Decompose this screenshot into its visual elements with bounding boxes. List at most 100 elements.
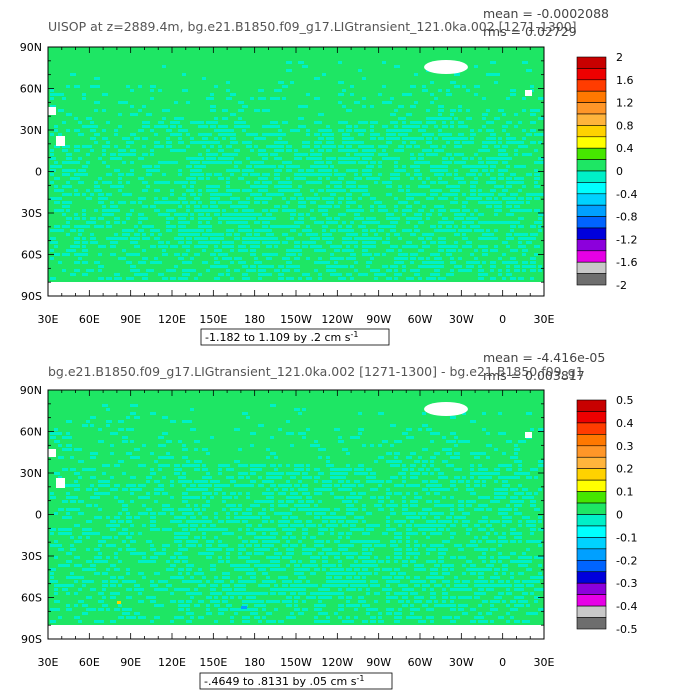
field-speckle-cell <box>474 93 478 96</box>
field-speckle-cell <box>218 129 222 132</box>
field-speckle-cell <box>474 580 478 583</box>
field-speckle-cell <box>94 620 98 623</box>
field-speckle-cell <box>442 117 448 120</box>
field-speckle-cell <box>146 596 150 599</box>
field-speckle-cell <box>266 476 272 479</box>
field-speckle-cell <box>462 165 468 168</box>
colorbar-swatch <box>576 182 607 195</box>
field-speckle-cell <box>314 221 318 224</box>
field-speckle-cell <box>250 253 256 256</box>
field-speckle-cell <box>66 225 70 228</box>
field-speckle-cell <box>54 432 60 435</box>
field-speckle-cell <box>222 544 228 547</box>
field-speckle-cell <box>322 556 328 559</box>
field-speckle-cell <box>434 544 440 547</box>
field-speckle-cell <box>502 532 506 535</box>
field-speckle-cell <box>278 141 282 144</box>
field-speckle-cell <box>522 61 528 64</box>
field-speckle-cell <box>310 241 316 244</box>
field-speckle-cell <box>354 241 358 244</box>
field-speckle-cell <box>90 588 96 591</box>
field-speckle-cell <box>74 241 80 244</box>
field-speckle-cell <box>206 141 212 144</box>
field-speckle-cell <box>190 169 194 172</box>
field-speckle-cell <box>78 540 82 543</box>
field-speckle-cell <box>66 532 72 535</box>
field-speckle-cell <box>426 576 432 579</box>
field-speckle-cell <box>294 600 298 603</box>
field-speckle-cell <box>78 576 84 579</box>
field-speckle-cell <box>454 544 458 547</box>
field-speckle-cell <box>418 177 422 180</box>
panel-2-x-axis: 30E 60E 90E 120E 150E 180 150W 120W 90W 60W 30W 0 30… <box>38 390 555 669</box>
field-speckle-cell <box>386 592 390 595</box>
field-speckle-cell <box>206 233 212 236</box>
colorbar-label: 0.3 <box>616 440 634 453</box>
field-speckle-cell <box>246 213 252 216</box>
field-speckle-cell <box>286 169 292 172</box>
field-speckle-cell <box>182 456 188 459</box>
panel-1-land-greenland <box>424 60 468 74</box>
field-speckle-cell <box>526 201 530 204</box>
colorbar-label: 0.8 <box>616 119 634 132</box>
field-speckle-cell <box>298 157 302 160</box>
field-speckle-cell <box>438 552 442 555</box>
field-speckle-cell <box>218 201 222 204</box>
field-speckle-cell <box>438 109 444 112</box>
field-speckle-cell <box>318 528 322 531</box>
field-speckle-cell <box>346 596 352 599</box>
field-speckle-cell <box>470 620 476 623</box>
field-speckle-cell <box>66 221 70 224</box>
field-speckle-cell <box>62 500 68 503</box>
field-speckle-cell <box>222 213 228 216</box>
field-speckle-cell <box>466 117 472 120</box>
field-speckle-cell <box>522 620 528 623</box>
field-speckle-cell <box>122 201 126 204</box>
field-speckle-cell <box>58 564 64 567</box>
field-speckle-cell <box>494 145 500 148</box>
field-speckle-cell <box>394 536 398 539</box>
field-speckle-cell <box>514 444 518 447</box>
field-speckle-cell <box>162 476 166 479</box>
field-speckle-cell <box>510 576 514 579</box>
field-speckle-cell <box>178 536 184 539</box>
field-speckle-cell <box>342 265 348 268</box>
field-speckle-cell <box>366 480 370 483</box>
field-speckle-cell <box>218 612 224 615</box>
field-speckle-cell <box>294 604 298 607</box>
field-speckle-cell <box>342 548 348 551</box>
field-speckle-cell <box>358 205 362 208</box>
field-speckle-cell <box>274 241 280 244</box>
field-speckle-cell <box>114 157 118 160</box>
field-speckle-cell <box>82 253 88 256</box>
field-speckle-cell <box>394 257 400 260</box>
field-speckle-cell <box>150 233 154 236</box>
field-speckle-cell <box>446 452 452 455</box>
field-speckle-cell <box>350 492 356 495</box>
field-speckle-cell <box>298 169 304 172</box>
field-speckle-cell <box>214 580 220 583</box>
field-speckle-cell <box>142 145 146 148</box>
field-speckle-cell <box>222 125 228 128</box>
field-speckle-cell <box>174 149 180 152</box>
field-speckle-cell <box>418 568 422 571</box>
field-speckle-cell <box>474 217 478 220</box>
field-speckle-cell <box>150 512 156 515</box>
field-speckle-cell <box>486 233 492 236</box>
field-speckle-cell <box>330 145 336 148</box>
field-speckle-cell <box>430 121 436 124</box>
x-tick-label: 30E <box>534 313 555 326</box>
field-speckle-cell <box>214 488 218 491</box>
field-speckle-cell <box>482 145 488 148</box>
field-speckle-cell <box>410 157 416 160</box>
field-speckle-cell <box>138 560 144 563</box>
field-speckle-cell <box>150 89 154 92</box>
field-speckle-cell <box>470 452 476 455</box>
field-speckle-cell <box>158 145 164 148</box>
field-speckle-cell <box>186 273 190 276</box>
field-speckle-cell <box>502 488 508 491</box>
field-speckle-cell <box>194 277 198 280</box>
field-speckle-cell <box>314 516 320 519</box>
field-speckle-cell <box>498 552 502 555</box>
